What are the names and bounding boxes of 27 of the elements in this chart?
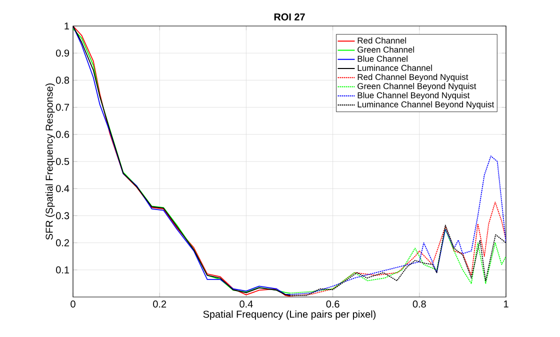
y-axis-title: SFR (Spatial Frequency Response) <box>45 84 55 240</box>
legend-label: Luminance Channel Beyond Nyquist <box>358 101 494 110</box>
legend-label: Green Channel Beyond Nyquist <box>358 82 476 91</box>
x-tick-label: 0.4 <box>240 300 253 308</box>
legend-label: Blue Channel Beyond Nyquist <box>358 92 470 100</box>
x-tick-label: 0 <box>70 300 76 308</box>
legend-label: Luminance Channel <box>358 64 432 71</box>
legend-label: Green Channel <box>358 46 414 53</box>
x-tick-label: 1 <box>504 300 508 308</box>
y-tick-label: 0.1 <box>56 266 69 274</box>
x-tick-label: 0.8 <box>412 300 426 308</box>
y-tick-label: 1 <box>64 22 69 30</box>
x-tick-label: 0.2 <box>153 300 166 308</box>
x-axis-title: Spatial Frequency (Line pairs per pixel) <box>203 310 376 320</box>
legend-label: Red Channel <box>358 37 406 44</box>
x-tick-label: 0.6 <box>326 300 340 308</box>
y-tick-label: 0.6 <box>56 130 70 138</box>
legend-label: Blue Channel <box>358 56 408 62</box>
y-tick-label: 0.5 <box>56 158 70 166</box>
chart-title: ROI 27 <box>274 13 305 20</box>
y-tick-label: 0.2 <box>56 239 69 246</box>
y-tick-label: 0.4 <box>56 185 70 192</box>
y-tick-label: 0.3 <box>56 212 70 220</box>
legend-label: Red Channel Beyond Nyquist <box>358 74 468 82</box>
y-tick-label: 0.7 <box>56 104 69 111</box>
y-tick-label: 0.8 <box>56 76 70 84</box>
y-tick-label: 0.9 <box>56 50 70 57</box>
